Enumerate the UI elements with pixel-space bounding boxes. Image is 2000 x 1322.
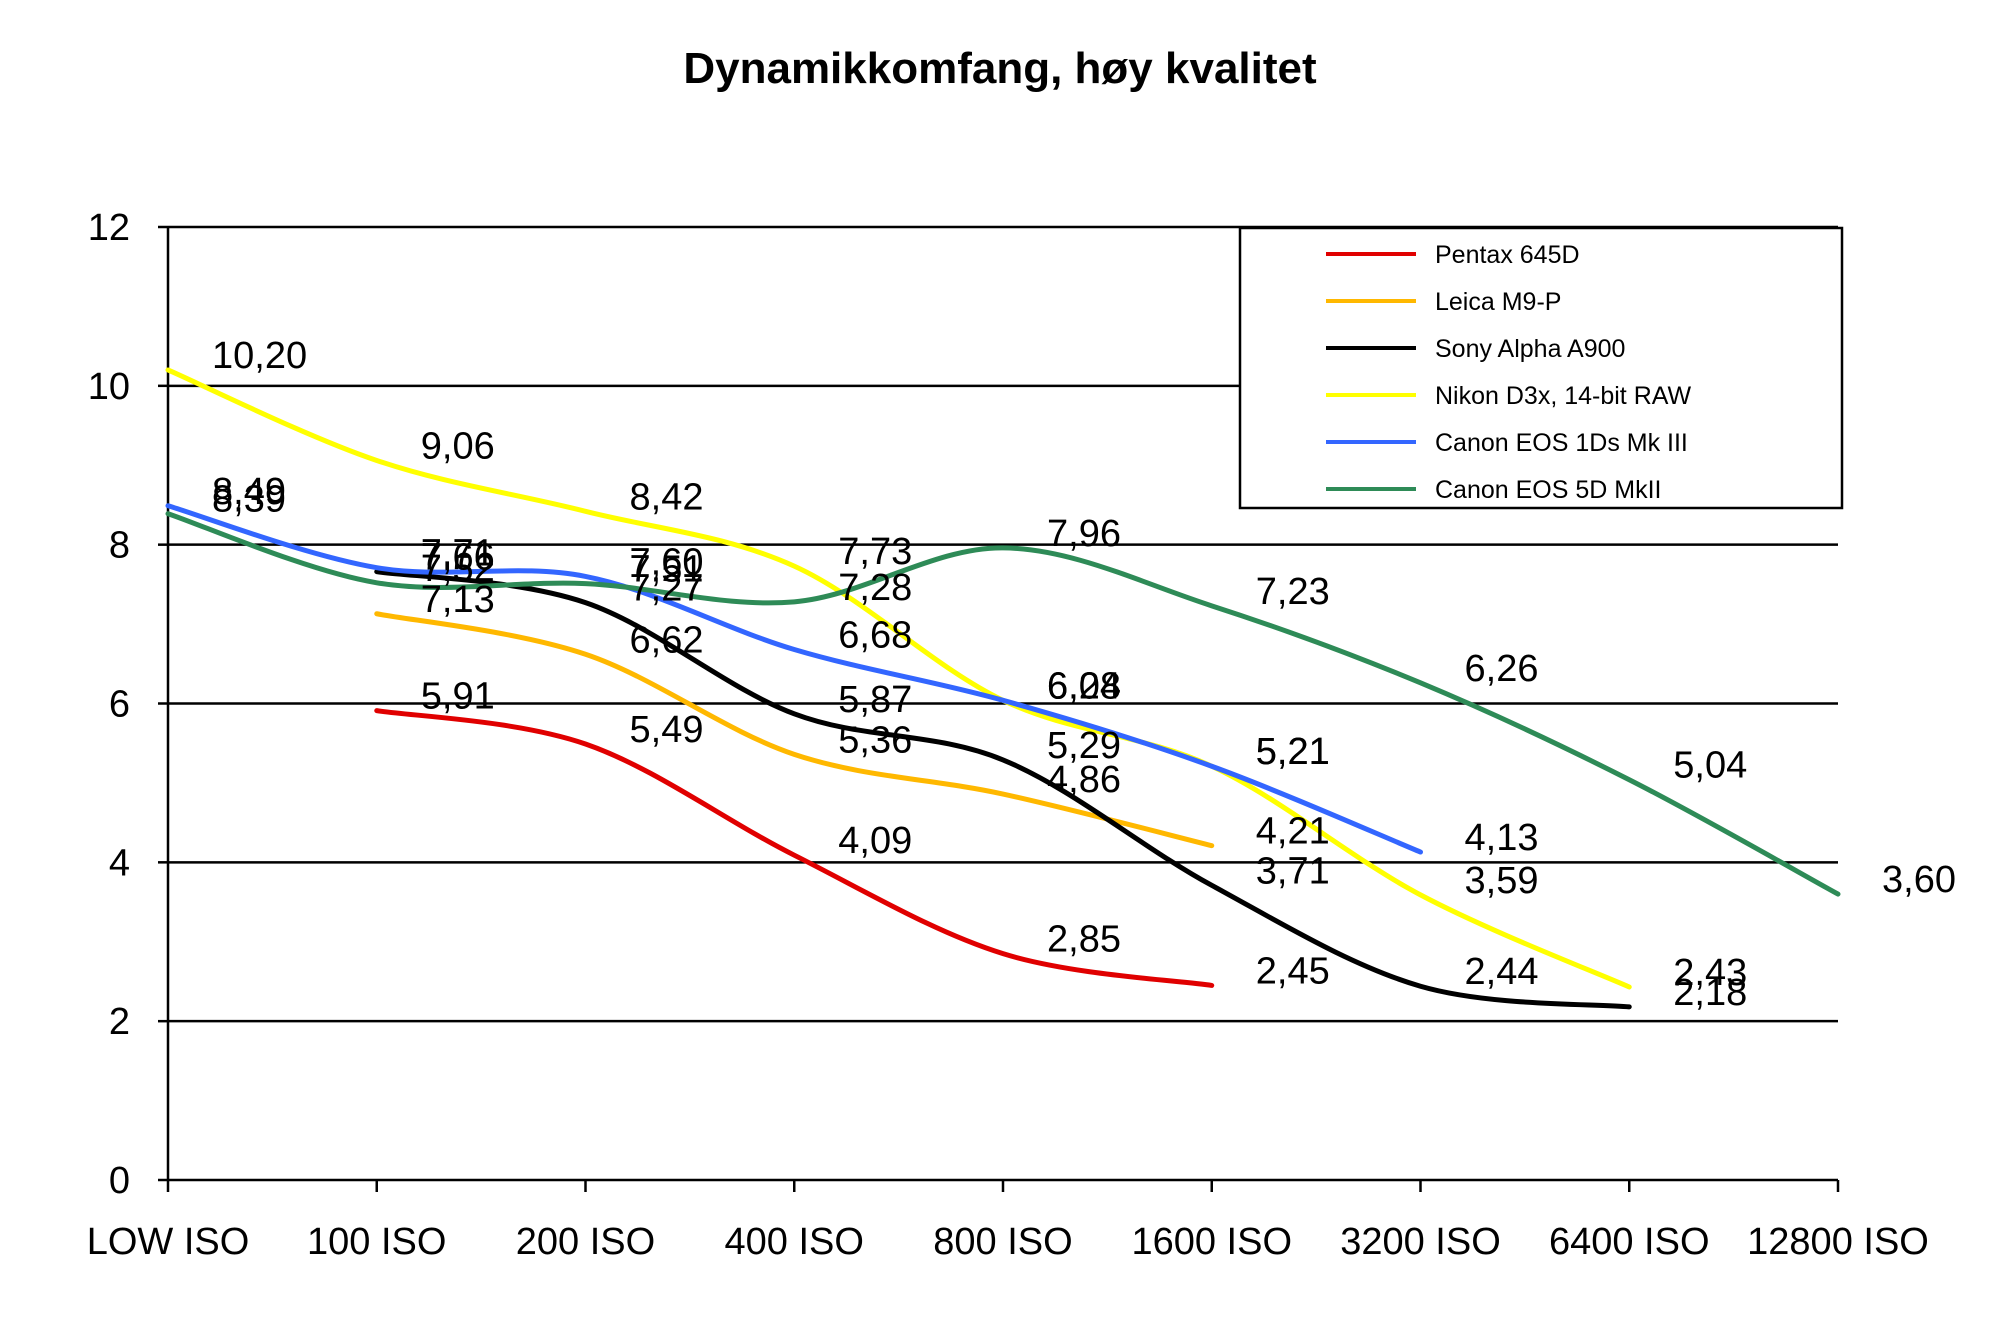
y-tick-label: 0 [109,1160,130,1202]
legend-label: Nikon D3x, 14-bit RAW [1435,382,1691,410]
data-label: 7,13 [421,579,495,621]
data-label: 4,86 [1047,759,1121,801]
data-label: 6,28 [1047,665,1121,707]
data-label: 5,29 [1047,725,1121,767]
data-labels: 5,91 5,49 4,09 2,85 2,45 7,13 6,62 5,36 4,86 4,21… [212,335,1956,1014]
x-tick-label: 6400 ISO [1549,1221,1710,1263]
data-label: 10,20 [212,335,307,377]
legend-label: Canon EOS 5D MkII [1435,476,1661,504]
data-label: 7,96 [1047,513,1121,555]
data-label: 4,09 [838,820,912,862]
x-tick-label: 12800 ISO [1747,1221,1929,1263]
legend-label: Sony Alpha A900 [1435,335,1625,363]
x-tick-label: 400 ISO [725,1221,864,1263]
x-tick-label: 1600 ISO [1131,1221,1292,1263]
x-tick-label: 800 ISO [933,1221,1072,1263]
data-label: 8,39 [212,479,286,521]
legend-label: Pentax 645D [1435,241,1580,269]
data-label: 9,06 [421,425,495,467]
data-label: 6,62 [630,619,704,661]
data-label: 7,28 [838,567,912,609]
data-label: 2,44 [1465,951,1539,993]
data-label: 8,49 [212,471,286,513]
y-tick-label: 8 [109,525,130,567]
legend-label: Leica M9-P [1435,288,1561,316]
series-line-3 [165,367,1632,990]
x-tick-label: 100 ISO [307,1221,446,1263]
series-line-0 [374,708,1215,988]
data-label: 5,04 [1673,745,1747,787]
legend-label: Canon EOS 1Ds Mk III [1435,429,1688,457]
y-tick-label: 2 [109,1001,130,1043]
data-label: 7,23 [1256,571,1330,613]
data-label: 3,59 [1465,860,1539,902]
data-label: 7,27 [630,568,704,610]
y-tick-label: 10 [88,366,130,408]
y-tick-label: 4 [109,842,130,884]
data-label: 5,49 [630,709,704,751]
data-label: 7,66 [421,537,495,579]
series-line-4 [165,503,1423,855]
data-label: 7,73 [838,531,912,573]
data-label: 2,43 [1673,952,1747,994]
data-label: 5,21 [1256,731,1330,773]
data-label: 3,60 [1882,859,1956,901]
data-label: 5,21 [1256,731,1330,773]
data-label: 7,71 [421,533,495,575]
data-label: 2,85 [1047,919,1121,961]
data-label: 5,36 [838,719,912,761]
data-label: 7,52 [421,548,495,590]
data-label: 5,87 [838,679,912,721]
data-label: 4,21 [1256,811,1330,853]
chart-title: Dynamikkomfang, høy kvalitet [683,44,1317,93]
data-label: 6,26 [1465,648,1539,690]
data-label: 7,60 [630,541,704,583]
axes: 0 2 4 6 8 10 12 LOW ISO 100 ISO 200 ISO 400 ISO 800… [87,207,1929,1263]
data-label: 2,45 [1256,950,1330,992]
x-tick-label: LOW ISO [87,1221,250,1263]
series-line-5 [165,511,1841,897]
data-label: 7,51 [630,549,704,591]
legend-box [1238,226,1844,510]
data-label: 4,13 [1465,817,1539,859]
legend: Pentax 645D Leica M9-P Sony Alpha A900 Niko… [1238,226,1844,510]
x-tick-label: 200 ISO [516,1221,655,1263]
data-label: 8,42 [630,476,704,518]
data-label: 3,71 [1256,850,1330,892]
data-label: 2,18 [1673,972,1747,1014]
series-line-1 [374,611,1215,849]
series-lines [165,367,1841,1010]
data-label: 6,04 [1047,665,1121,707]
x-tick-label: 3200 ISO [1340,1221,1501,1263]
data-label: 6,68 [838,614,912,656]
data-label: 5,91 [421,676,495,718]
y-tick-label: 12 [88,207,130,249]
series-line-2 [374,569,1632,1010]
y-tick-label: 6 [109,684,130,726]
